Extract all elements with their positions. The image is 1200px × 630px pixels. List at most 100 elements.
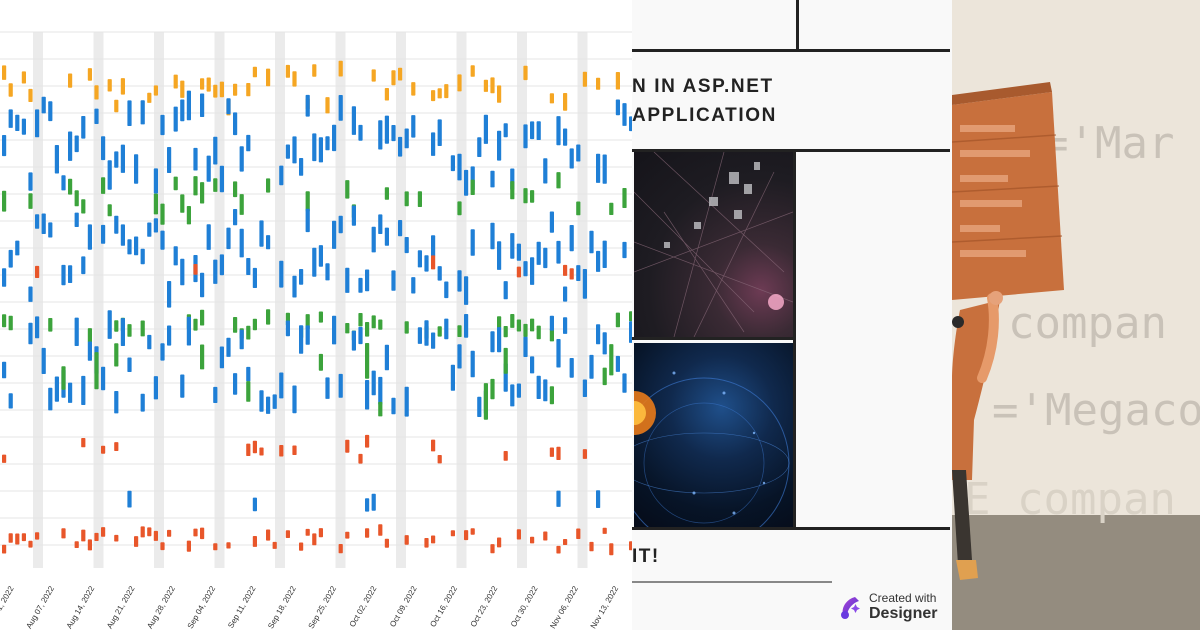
event-bar-blue (299, 269, 304, 285)
week-band (154, 32, 164, 568)
event-bar-blue (226, 98, 231, 115)
event-bar-green (246, 381, 251, 402)
event-bar-green (523, 323, 528, 337)
event-bar-blue (596, 153, 601, 183)
event-bar-blue (41, 347, 46, 374)
event-bar-blue (180, 258, 185, 286)
event-bar-blue (226, 337, 231, 357)
event-bar-green (87, 328, 92, 343)
event-bar-blue (490, 331, 495, 353)
event-bar-blue (371, 493, 376, 511)
event-bar-blue (140, 248, 145, 265)
event-bar-red (516, 266, 521, 278)
event-bar-red (15, 533, 20, 545)
event-bar-green (404, 191, 409, 207)
event-bar-blue (299, 325, 304, 354)
event-bar-green (615, 312, 620, 328)
article-title-line-1: N IN ASP.NET (632, 76, 774, 97)
event-bar-orange (200, 78, 205, 90)
event-bar-blue (35, 109, 40, 138)
event-bar-red (35, 532, 40, 540)
code-line: ='Megaco (992, 385, 1200, 436)
event-bar-green (8, 315, 13, 331)
x-tick-label: Jul 31, 2022 (0, 584, 16, 627)
event-bar-blue (312, 247, 317, 277)
event-bar-blue (530, 121, 535, 140)
event-bar-blue (556, 339, 561, 368)
event-bar-blue (68, 265, 73, 283)
event-bar-blue (404, 128, 409, 149)
event-bar-blue (530, 356, 535, 374)
event-bar-blue (543, 158, 548, 184)
week-band (517, 32, 527, 568)
event-bar-green (365, 322, 370, 337)
event-bar-blue (464, 169, 469, 196)
week-band (93, 32, 104, 568)
event-bar-blue (35, 214, 40, 229)
event-bar-green (404, 321, 409, 334)
event-bar-blue (68, 131, 73, 161)
event-bar-green (61, 366, 66, 390)
article-graphic: N IN ASP.NET APPLICATION (632, 0, 952, 630)
code-line: compan (1008, 298, 1167, 349)
event-bar-blue (279, 165, 284, 186)
event-bar-red (200, 527, 205, 540)
event-bar-blue (384, 344, 389, 371)
event-bar-green (193, 176, 198, 196)
event-bar-green (576, 201, 581, 216)
event-bar-blue (114, 215, 119, 234)
call-to-action-text: IT! (632, 546, 660, 567)
event-bar-blue (332, 124, 337, 152)
event-bar-blue (239, 228, 244, 258)
event-bar-red (563, 264, 568, 276)
event-bar-orange (457, 74, 462, 92)
event-bar-blue (549, 211, 554, 233)
event-bar-green (233, 317, 238, 333)
event-bar-green (516, 319, 521, 332)
event-bar-red (582, 449, 587, 459)
event-bar-green (233, 181, 238, 198)
event-bar-green (74, 190, 79, 207)
event-bar-blue (351, 330, 356, 351)
x-tick-label: Aug 28, 2022 (145, 584, 177, 630)
event-bar-orange (68, 73, 73, 88)
event-bar-green (503, 347, 508, 374)
event-bar-red (543, 531, 548, 541)
event-bar-green (470, 179, 475, 195)
event-bar-blue (114, 391, 119, 414)
event-bar-blue (424, 320, 429, 346)
event-bar-blue (167, 147, 172, 173)
event-bar-blue (325, 136, 330, 151)
event-bar-red (384, 538, 389, 548)
event-bar-orange (371, 69, 376, 82)
event-bar-blue (338, 215, 343, 234)
event-bar-blue (285, 144, 290, 159)
x-tick-label: Sep 04, 2022 (186, 584, 218, 630)
event-bar-blue (536, 121, 541, 140)
digital-globe-image (634, 343, 793, 527)
event-bar-blue (371, 226, 376, 253)
event-bar-blue (239, 146, 244, 172)
event-bar-blue (622, 103, 627, 126)
event-bar-blue (186, 90, 191, 121)
x-tick-label: Oct 09, 2022 (388, 584, 419, 629)
event-bar-green (457, 325, 462, 337)
event-bar-blue (292, 275, 297, 298)
event-bar-blue (596, 250, 601, 272)
event-bar-blue (602, 332, 607, 355)
event-bar-orange (107, 79, 112, 92)
x-tick-label: Oct 02, 2022 (348, 584, 379, 629)
event-bar-blue (213, 259, 218, 284)
event-bar-blue (219, 254, 224, 276)
event-bar-blue (483, 114, 488, 144)
event-bar-blue (180, 99, 185, 122)
event-bar-red (186, 540, 191, 552)
designer-badge: Created with Designer (837, 591, 952, 625)
frame-divider (632, 337, 794, 340)
x-tick-label: Aug 21, 2022 (105, 584, 137, 630)
event-bar-orange (87, 68, 92, 81)
event-bar-blue (365, 269, 370, 292)
event-bar-orange (219, 81, 224, 98)
x-tick-label: Aug 14, 2022 (65, 584, 97, 630)
